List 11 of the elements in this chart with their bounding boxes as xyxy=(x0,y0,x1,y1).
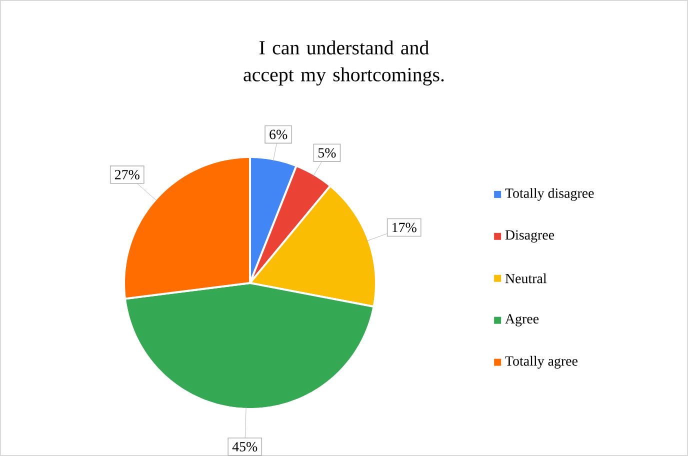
data-label: 27% xyxy=(114,170,140,180)
data-label: 45% xyxy=(232,442,258,452)
legend-label: Disagree xyxy=(505,230,554,243)
legend-label: Agree xyxy=(505,314,539,326)
data-label: 17% xyxy=(392,222,416,232)
legend-label: Totally agree xyxy=(505,356,578,369)
data-label: 6% xyxy=(270,130,288,140)
data-label: 5% xyxy=(318,148,336,158)
legend-label: Neutral xyxy=(505,273,547,284)
legend-label: Totally disagree xyxy=(505,188,594,201)
chart-title: I can understand and accept my shortcomings. xyxy=(244,40,444,86)
